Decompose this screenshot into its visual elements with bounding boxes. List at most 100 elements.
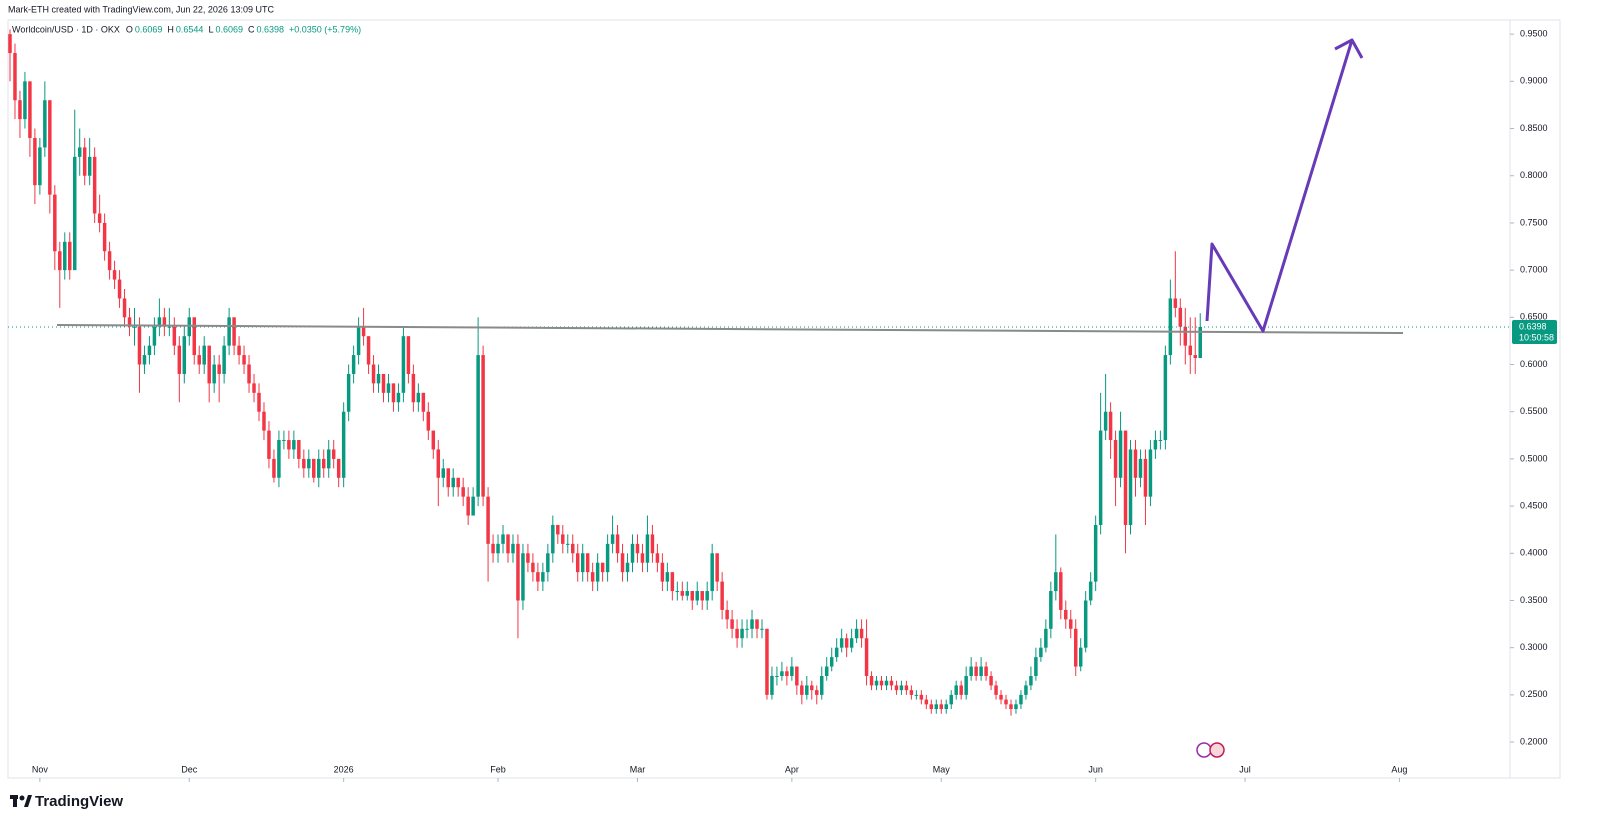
candle-body: [1034, 657, 1038, 676]
candle-body: [630, 543, 635, 563]
candle-body: [68, 241, 72, 271]
candle-body: [795, 666, 799, 686]
candle-body: [18, 100, 22, 120]
candle-body: [1113, 440, 1118, 478]
candle-body: [421, 392, 426, 412]
projection-arrowhead: [1334, 38, 1364, 59]
candle-body: [177, 345, 182, 374]
candle-body: [575, 553, 580, 573]
candle-body: [715, 553, 719, 582]
candle-body: [307, 458, 311, 469]
candle-body: [680, 591, 685, 596]
y-tick-label: 0.7500: [1520, 217, 1548, 227]
candle-body: [695, 591, 699, 601]
candle-body: [1078, 647, 1083, 667]
candle-body: [312, 458, 316, 478]
candle-body: [665, 572, 670, 582]
x-tick-label: Nov: [32, 764, 49, 774]
candle-body: [43, 100, 47, 148]
candle-body: [645, 534, 650, 563]
candle-body: [546, 553, 550, 573]
candle-body: [461, 487, 465, 497]
candle-body: [441, 468, 446, 478]
candle-body: [556, 524, 560, 535]
candle-body: [760, 628, 764, 630]
candle-body: [1024, 685, 1028, 695]
candle-body: [426, 411, 431, 431]
candle-body: [650, 534, 655, 554]
candle-body: [222, 345, 226, 374]
candle-body: [1193, 355, 1197, 359]
candle-body: [725, 609, 729, 620]
candle-body: [411, 373, 416, 403]
candle-body: [954, 685, 958, 695]
candle-body: [1083, 600, 1088, 648]
x-tick-label: Dec: [181, 764, 198, 774]
candle-body: [720, 581, 724, 610]
candle-body: [257, 392, 261, 412]
candle-body: [979, 666, 983, 676]
candle-body: [600, 562, 605, 573]
candle-body: [640, 553, 645, 563]
candle-body: [944, 704, 948, 710]
y-tick-label: 0.2000: [1520, 736, 1548, 746]
candle-body: [566, 543, 570, 545]
candle-body: [765, 628, 769, 695]
candle-body: [690, 591, 695, 601]
x-tick-label: 2026: [334, 764, 354, 774]
candle-body: [227, 317, 231, 346]
candle-body: [815, 690, 819, 695]
candle-body: [909, 690, 914, 695]
candle-body: [755, 619, 759, 629]
x-tick-label: Aug: [1391, 764, 1407, 774]
candle-body: [202, 345, 206, 365]
y-tick-label: 0.9000: [1520, 76, 1548, 86]
candle-body: [396, 392, 401, 403]
candle-body: [272, 458, 276, 478]
candle-body: [356, 326, 361, 356]
header: Mark-ETH created with TradingView.com, J…: [8, 4, 274, 14]
candle-body: [590, 572, 595, 582]
candle-body: [620, 553, 625, 573]
last-price-box: [1512, 319, 1557, 344]
candle-body: [1143, 458, 1148, 497]
candle-body: [48, 100, 52, 195]
candle-body: [207, 345, 211, 384]
projection-path: [1205, 39, 1354, 333]
candle-body: [77, 147, 82, 157]
candle-body: [1069, 619, 1073, 629]
y-tick-label: 0.4500: [1520, 500, 1548, 510]
candle-body: [1188, 345, 1193, 356]
candle-body: [969, 666, 973, 676]
candle-body: [92, 156, 97, 214]
candle-body: [551, 524, 555, 554]
candle-body: [242, 355, 246, 365]
candle-body: [844, 638, 849, 648]
brand-name: TradingView: [35, 793, 123, 810]
candle-body: [112, 270, 117, 280]
candle-body: [471, 496, 475, 516]
candle-body: [1163, 355, 1168, 441]
legend-change: +0.0350 (+5.79%): [289, 24, 361, 34]
candle-body: [1158, 440, 1163, 442]
candle-body: [1173, 298, 1178, 308]
candle-body: [1178, 307, 1183, 327]
candle-body: [1148, 449, 1153, 497]
legend-value: 0.6069: [135, 24, 163, 34]
x-tick-label: Jun: [1088, 764, 1103, 774]
candle-body: [1168, 298, 1173, 356]
x-tick-label: Mar: [630, 764, 646, 774]
candle-body: [929, 704, 934, 710]
candle-body: [999, 694, 1003, 700]
candle-body: [705, 591, 709, 601]
candle-body: [675, 591, 680, 593]
candle-body: [58, 251, 62, 271]
candle-body: [959, 685, 963, 695]
candle-body: [297, 440, 301, 459]
x-tick-label: Feb: [490, 764, 506, 774]
candle-body: [580, 553, 585, 573]
candle-body: [292, 440, 296, 450]
candle-body: [192, 317, 196, 356]
y-tick-label: 0.5500: [1520, 406, 1548, 416]
